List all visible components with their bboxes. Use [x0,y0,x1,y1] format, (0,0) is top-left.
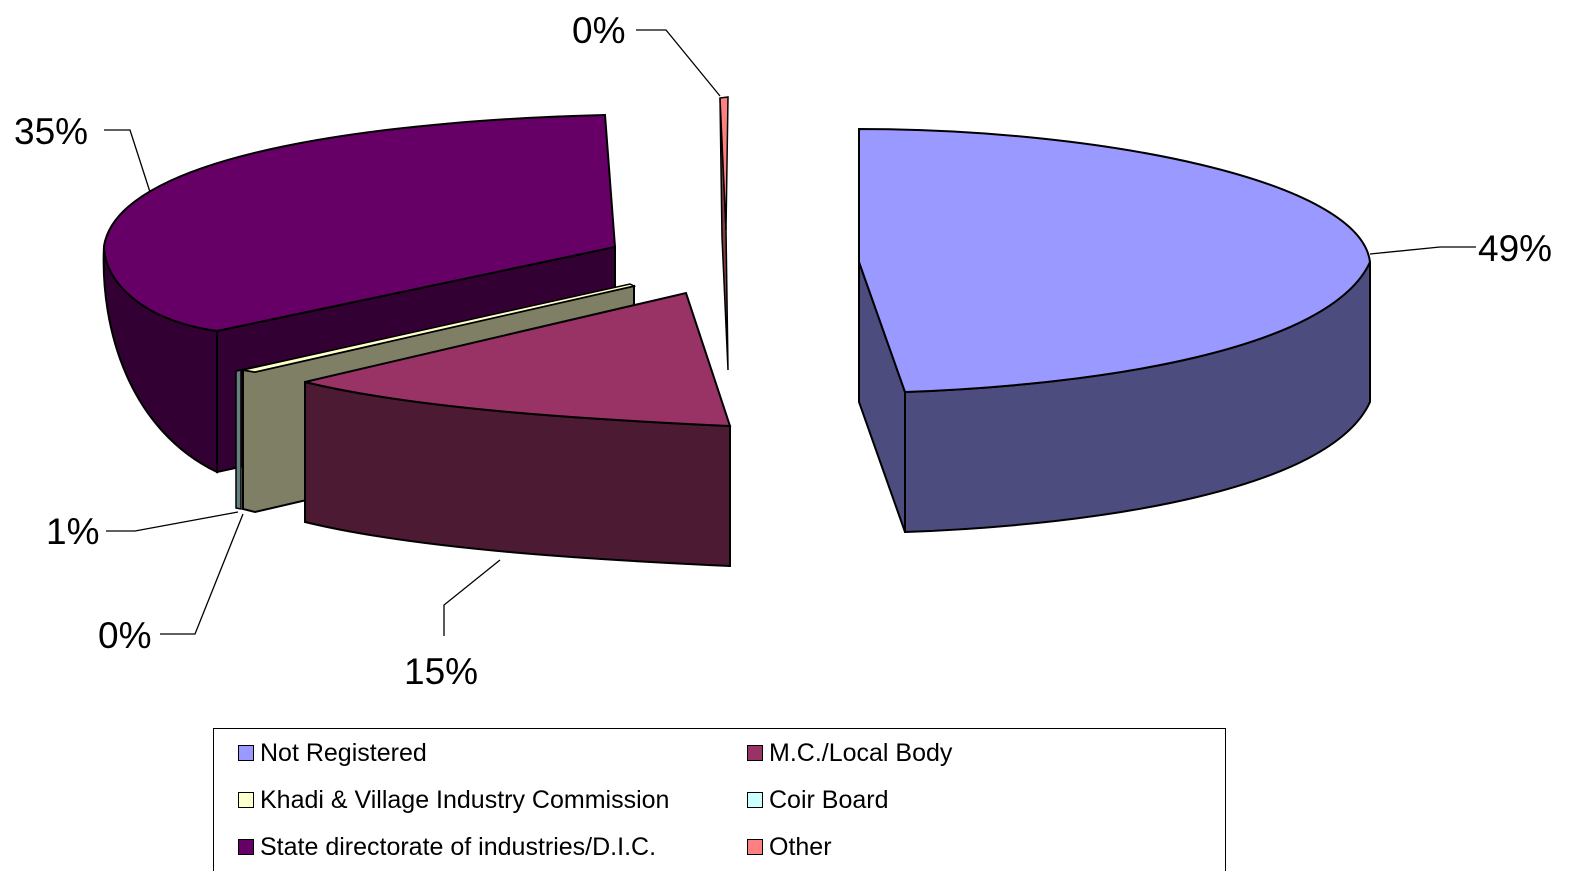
legend-label: M.C./Local Body [769,738,953,767]
slice-not-registered [858,127,1372,534]
legend-swatch [238,745,254,761]
leader-line-35 [104,129,151,193]
data-label-mc-local-body: 15% [404,651,478,692]
legend-label: Other [769,832,832,861]
legend-item-coir-board: Coir Board [747,785,889,815]
legend-swatch [238,792,254,808]
leader-line-15 [443,559,501,636]
data-label-state-directorate: 35% [14,111,88,152]
legend-item-khadi: Khadi & Village Industry Commission [238,785,669,815]
slice-mc-local-body [304,291,732,568]
legend-item-not-registered: Not Registered [238,738,427,768]
legend-label: Khadi & Village Industry Commission [260,785,670,814]
legend-label: Coir Board [769,785,889,814]
slice-other [719,96,729,371]
leader-line-khadi [160,513,244,635]
leader-lines [104,29,1476,636]
data-label-coir-board: 1% [46,511,99,552]
legend-swatch [747,839,763,855]
legend-item-state-directorate: State directorate of industries/D.I.C. [238,832,656,862]
legend: Not Registered M.C./Local Body Khadi & V… [213,728,1226,871]
legend-item-other: Other [747,832,832,862]
leader-line-1 [106,511,239,532]
leader-line-other [636,29,721,97]
legend-label: State directorate of industries/D.I.C. [260,832,657,861]
legend-swatch [747,745,763,761]
data-label-not-registered: 49% [1478,228,1552,269]
legend-item-mc-local-body: M.C./Local Body [747,738,952,768]
data-label-khadi: 0% [98,615,151,656]
legend-label: Not Registered [260,738,427,767]
data-label-other: 0% [572,10,625,51]
leader-line-49 [1369,246,1476,255]
legend-swatch [238,839,254,855]
legend-swatch [747,792,763,808]
